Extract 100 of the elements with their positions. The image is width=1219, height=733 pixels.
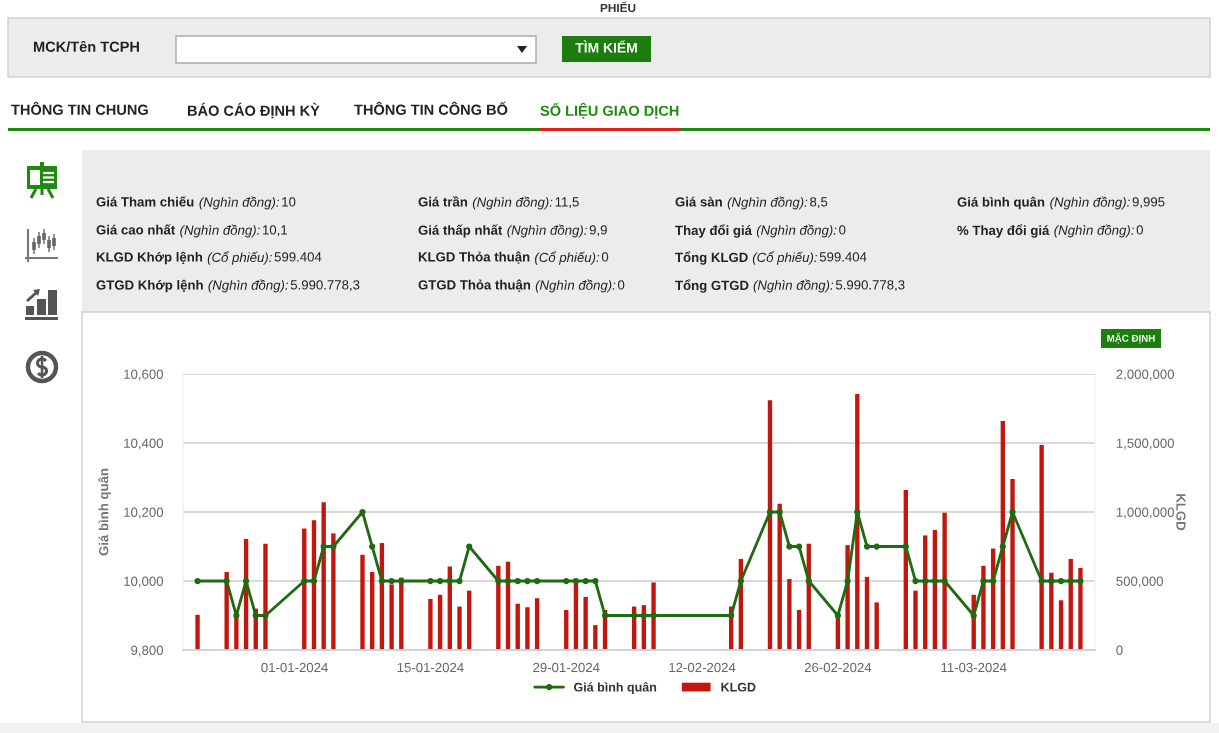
point [640, 612, 647, 619]
text: GTGD Khớp lệnh (Nghìn đồng):5.990.778,3 [96, 279, 360, 293]
bar [787, 578, 792, 650]
text: Giá trần (Nghìn đồng):11,5 [418, 196, 579, 210]
bar [525, 607, 530, 650]
x-tick-label: 12-02-2024 [669, 662, 736, 673]
point [378, 577, 386, 585]
point [737, 577, 744, 585]
point [330, 543, 337, 550]
point [922, 577, 929, 585]
bar [496, 565, 501, 650]
text: Tổng GTGD (Nghìn đồng):5.990.778,3 [675, 279, 905, 293]
bar [360, 554, 365, 650]
point [844, 577, 851, 585]
point [970, 612, 977, 619]
bar [1010, 478, 1015, 650]
bar [913, 590, 918, 650]
point [795, 543, 803, 550]
bar [195, 614, 200, 650]
y-tick-label: 10,200 [124, 507, 164, 519]
point [369, 543, 376, 550]
point [223, 577, 230, 585]
y2-axis-title: KLGD [1176, 494, 1186, 531]
text: KLGD Khớp lệnh (Cổ phiếu):599.404 [96, 251, 322, 265]
point [495, 577, 502, 585]
point [592, 577, 599, 585]
bar [942, 512, 947, 650]
point [252, 612, 259, 619]
point [514, 577, 521, 585]
y2-tick-label: 500,000 [1116, 576, 1164, 588]
bar [1078, 567, 1083, 650]
y-axis-title: Giá bình quân [98, 468, 111, 556]
point [650, 612, 657, 619]
x-tick-label: 26-02-2024 [804, 662, 872, 673]
point [1067, 577, 1074, 585]
bar [864, 576, 870, 650]
text: MẶC ĐỊNH [1107, 333, 1155, 344]
y-tick-label: 10,600 [124, 369, 164, 381]
bar [1058, 600, 1064, 650]
point [233, 612, 240, 619]
point [1048, 577, 1055, 585]
text: THÔNG TIN CÔNG BỐ [354, 101, 508, 115]
text: PHIẾU [600, 1, 636, 13]
text: Giá bình quân (Nghìn đồng):9,995 [957, 196, 1165, 210]
y-tick-label: 9,800 [131, 645, 164, 657]
bar [467, 590, 472, 650]
point [854, 508, 861, 516]
point [446, 577, 453, 585]
legend-label: KLGD [721, 682, 756, 692]
point [931, 577, 939, 585]
point [941, 577, 948, 585]
point [194, 577, 201, 585]
point [572, 577, 580, 585]
bar [534, 598, 540, 650]
point [456, 577, 463, 585]
point [834, 612, 842, 619]
text: SỐ LIỆU GIAO DỊCH [540, 102, 679, 119]
bar [593, 625, 598, 650]
bar [1049, 572, 1054, 650]
point [436, 577, 444, 585]
x-tick-label: 29-01-2024 [533, 662, 600, 673]
text: Giá cao nhất (Nghìn đồng):10,1 [96, 224, 288, 238]
point [902, 543, 909, 550]
point [912, 577, 919, 585]
point [766, 508, 774, 516]
point [631, 612, 638, 619]
text: KLGD Thỏa thuận (Cổ phiếu):0 [418, 251, 609, 265]
point [999, 543, 1006, 550]
bar [370, 572, 375, 650]
text: Giá thấp nhất (Nghìn đồng):9,9 [418, 224, 607, 238]
point [427, 577, 434, 585]
text: Tổng KLGD (Cổ phiếu):599.404 [675, 251, 867, 265]
bar [583, 596, 588, 650]
text: THÔNG TIN CHUNG [11, 101, 148, 115]
point [1077, 577, 1084, 585]
point [1009, 508, 1016, 516]
bar [777, 503, 782, 650]
y2-tick-label: 1,000,000 [1116, 507, 1175, 519]
y-tick-label: 10,400 [124, 438, 164, 450]
bar [1039, 445, 1044, 650]
point [1057, 577, 1065, 585]
text: Giá sàn (Nghìn đồng):8,5 [675, 196, 828, 210]
text: GTGD Thỏa thuận (Nghìn đồng):0 [418, 279, 625, 293]
y2-tick-label: 2,000,000 [1116, 369, 1175, 381]
point [262, 612, 269, 619]
text: % Thay đổi giá (Nghìn đồng):0 [957, 224, 1143, 238]
point [563, 577, 570, 585]
point [601, 612, 609, 619]
point [524, 577, 531, 585]
point [388, 577, 395, 585]
bar [428, 598, 433, 650]
point [359, 508, 366, 516]
bar [457, 606, 462, 650]
point [1038, 577, 1045, 585]
point [776, 508, 783, 516]
point [310, 577, 318, 585]
point [504, 577, 512, 585]
y2-tick-label: 1,500,000 [1116, 438, 1175, 450]
point [728, 612, 735, 619]
point [582, 577, 589, 585]
